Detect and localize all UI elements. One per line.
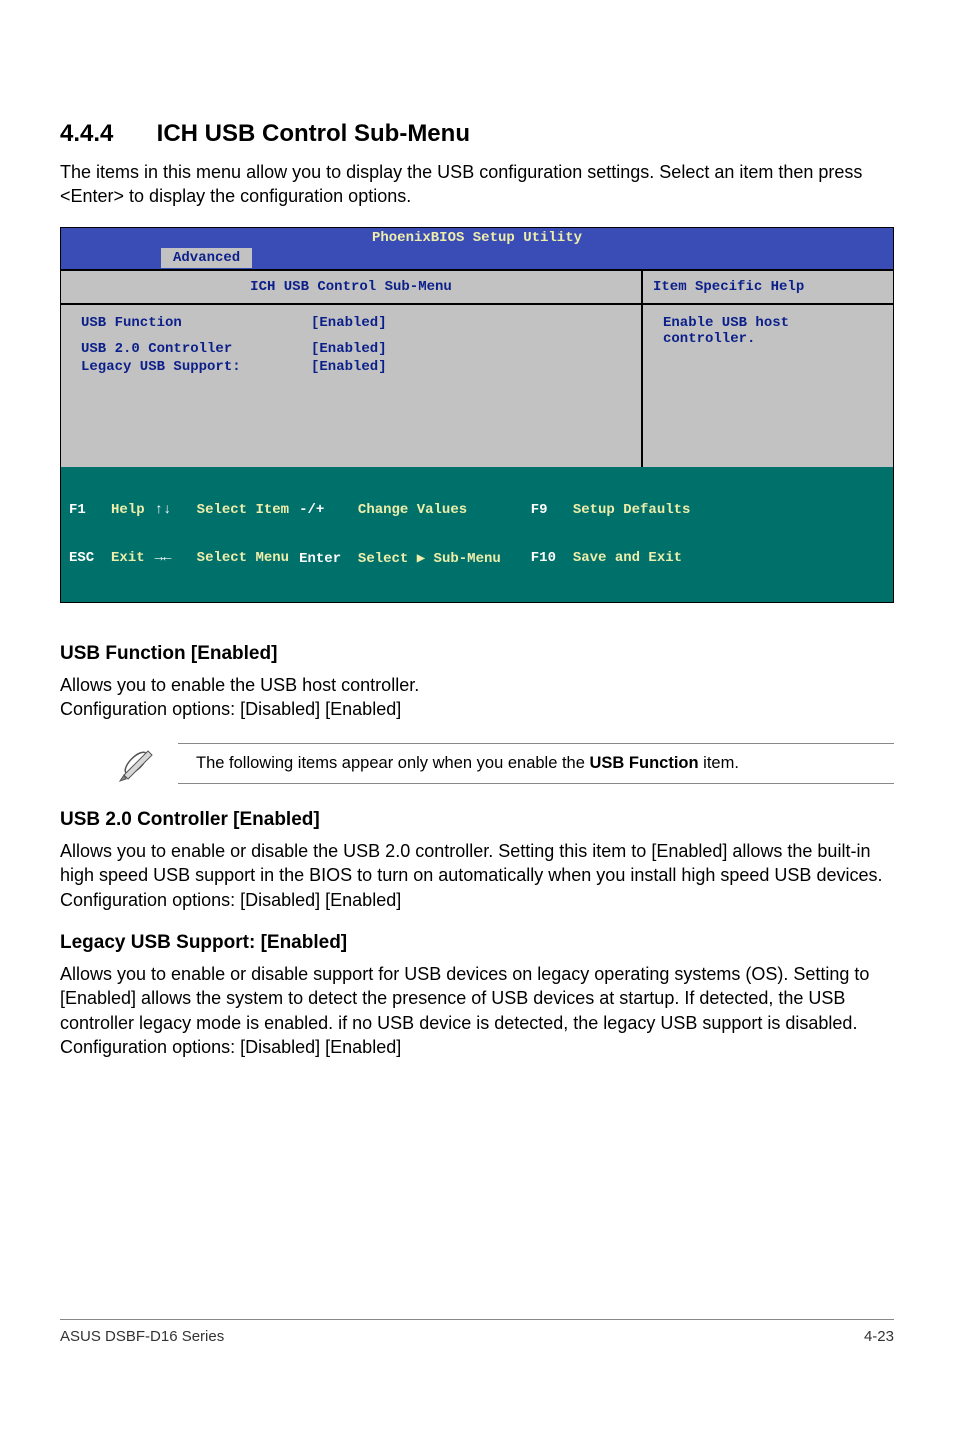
bios-item-value: [Enabled] <box>311 341 387 357</box>
bios-tabbar: Advanced <box>61 248 893 269</box>
note-prefix: The following items appear only when you… <box>196 754 590 772</box>
footer-right: 4-23 <box>864 1328 894 1345</box>
bios-key-updown: ↑↓ <box>155 502 172 518</box>
bios-title: PhoenixBIOS Setup Utility <box>61 228 893 248</box>
bios-help-label: Help <box>111 502 145 518</box>
bios-help-title: Item Specific Help <box>643 271 893 305</box>
bios-key-enter: Enter <box>299 551 341 567</box>
pencil-icon <box>114 741 158 785</box>
bios-item-value: [Enabled] <box>311 315 387 331</box>
bios-item-value: [Enabled] <box>311 359 387 375</box>
usb-function-heading: USB Function [Enabled] <box>60 643 894 665</box>
bios-key-f1: F1 <box>69 502 86 518</box>
bios-select-item: Select Item <box>197 502 289 518</box>
bios-item-label: Legacy USB Support: <box>81 359 311 375</box>
bios-tab-advanced: Advanced <box>161 248 252 268</box>
bios-select-submenu: Select ▶ Sub-Menu <box>358 551 501 567</box>
section-title: ICH USB Control Sub-Menu <box>157 120 470 147</box>
section-heading: 4.4.4 ICH USB Control Sub-Menu <box>60 120 894 148</box>
usb20-text: Allows you to enable or disable the USB … <box>60 839 894 912</box>
usb20-heading: USB 2.0 Controller [Enabled] <box>60 809 894 831</box>
usb-function-text: Allows you to enable the USB host contro… <box>60 673 894 722</box>
footer-left: ASUS DSBF-D16 Series <box>60 1328 224 1345</box>
bios-key-minusplus: -/+ <box>299 502 324 518</box>
section-number: 4.4.4 <box>60 120 150 148</box>
bios-screenshot: PhoenixBIOS Setup Utility Advanced ICH U… <box>60 227 894 603</box>
note-text: The following items appear only when you… <box>178 743 894 784</box>
bios-setup-defaults: Setup Defaults <box>573 502 691 518</box>
bios-key-f10: F10 <box>531 550 556 566</box>
bios-item-label: USB Function <box>81 315 311 331</box>
bios-row: USB 2.0 Controller [Enabled] <box>81 341 631 357</box>
bios-change-values: Change Values <box>358 502 467 518</box>
bios-help-body: Enable USB host controller. <box>643 305 893 357</box>
note-bold: USB Function <box>590 754 699 772</box>
bios-footer: F1 Help ESC Exit ↑↓ Select Item →← Selec… <box>61 467 893 602</box>
bios-select-menu: Select Menu <box>197 550 289 566</box>
bios-exit-label: Exit <box>111 550 145 566</box>
bios-submenu-title: ICH USB Control Sub-Menu <box>61 271 641 305</box>
bios-key-esc: ESC <box>69 550 94 566</box>
bios-key-f9: F9 <box>531 502 548 518</box>
section-intro: The items in this menu allow you to disp… <box>60 160 894 209</box>
page-footer: ASUS DSBF-D16 Series 4-23 <box>60 1319 894 1345</box>
bios-row: USB Function [Enabled] <box>81 315 631 331</box>
note-suffix: item. <box>699 754 739 772</box>
bios-save-exit: Save and Exit <box>573 550 682 566</box>
note-block: The following items appear only when you… <box>114 741 894 785</box>
legacy-text: Allows you to enable or disable support … <box>60 962 894 1059</box>
bios-row: Legacy USB Support: [Enabled] <box>81 359 631 375</box>
bios-key-leftright: →← <box>155 550 172 566</box>
bios-item-label: USB 2.0 Controller <box>81 341 311 357</box>
legacy-heading: Legacy USB Support: [Enabled] <box>60 932 894 954</box>
